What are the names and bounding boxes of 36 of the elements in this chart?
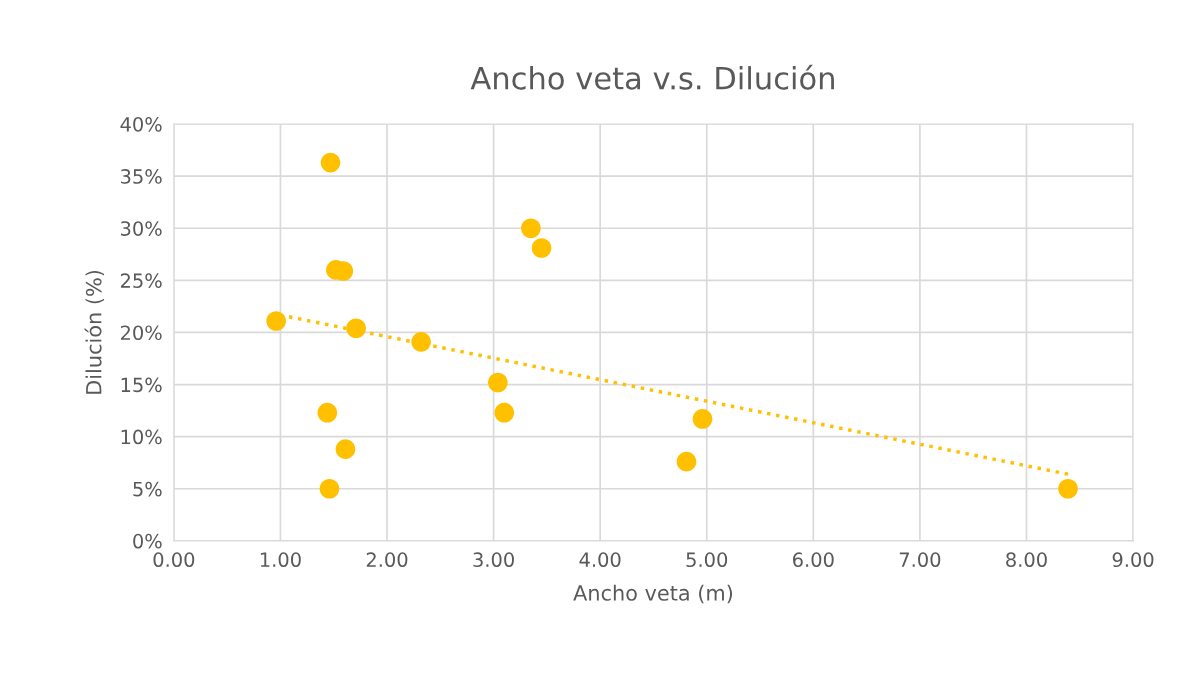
point [521, 218, 541, 239]
point [335, 439, 356, 459]
point [411, 332, 431, 352]
y-tick-label: 5% [133, 481, 162, 497]
x-tick-label: 6.00 [793, 552, 834, 568]
x-tick-label: 2.00 [366, 552, 408, 568]
point [1058, 478, 1078, 499]
x-tick-label: 3.00 [473, 552, 514, 568]
point [676, 451, 697, 472]
point [317, 402, 338, 423]
x-tick-label: 0.00 [153, 552, 195, 568]
x-axis-title: Ancho veta (m) [573, 584, 733, 604]
point [346, 318, 366, 339]
point [692, 409, 713, 429]
point [531, 238, 552, 258]
y-tick-label: 15% [121, 377, 162, 393]
point [494, 402, 515, 423]
x-tick-label: 9.00 [1112, 552, 1154, 568]
x-tick-label: 1.00 [260, 552, 301, 568]
x-tick-label: 8.00 [1006, 552, 1047, 568]
point [319, 478, 340, 499]
y-tick-label: 10% [121, 429, 162, 445]
y-axis-title: Dilución (%) [84, 270, 105, 394]
point [320, 152, 341, 173]
x-tick-label: 7.00 [899, 552, 941, 568]
y-tick-label: 25% [120, 273, 162, 288]
y-tick-label: 40% [120, 116, 162, 132]
x-tick-label: 4.00 [579, 552, 621, 568]
y-tick-label: 30% [121, 221, 162, 236]
point [266, 311, 286, 331]
x-tick-label: 5.00 [686, 552, 728, 568]
y-tick-label: 0% [133, 533, 162, 549]
y-tick-label: 20% [120, 325, 162, 341]
chart-title: Ancho veta v.s. Dilución [470, 64, 834, 90]
y-tick-label: 35% [121, 169, 162, 184]
point [488, 372, 508, 393]
